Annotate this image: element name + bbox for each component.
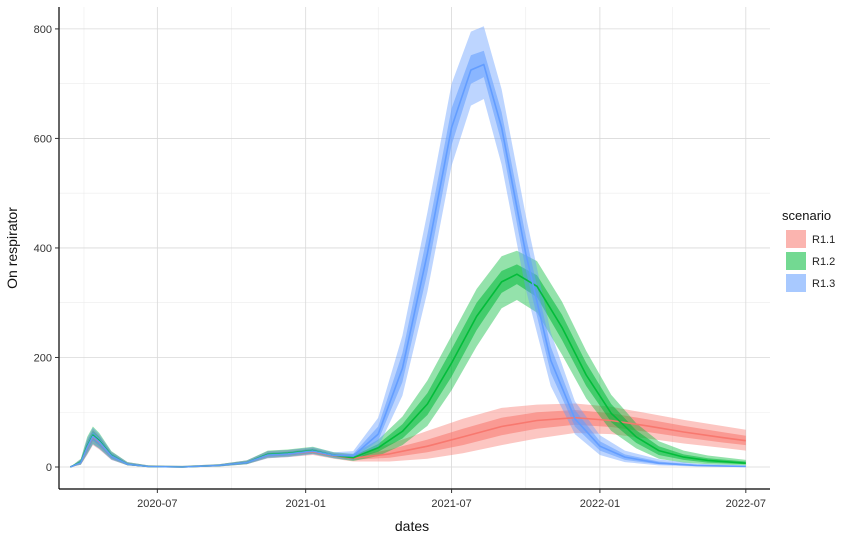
x-tick-label: 2021-01 xyxy=(285,498,325,510)
x-tick-label: 2020-07 xyxy=(137,498,177,510)
x-axis-title: dates xyxy=(395,518,429,534)
legend: scenario R1.1 R1.2 R1.3 xyxy=(782,208,835,292)
x-tick-label: 2022-01 xyxy=(580,498,620,510)
y-tick-label: 400 xyxy=(34,243,52,255)
legend-label-r1-1: R1.1 xyxy=(812,234,835,246)
y-tick-label: 200 xyxy=(34,352,52,364)
band-inner-r1-2 xyxy=(70,264,746,467)
y-tick-label: 800 xyxy=(34,24,52,36)
legend-swatch-r1-1 xyxy=(786,230,806,248)
legend-label-r1-3: R1.3 xyxy=(812,278,835,290)
y-tick-label: 0 xyxy=(46,462,52,474)
grid-lines xyxy=(59,7,770,489)
uncertainty-bands xyxy=(70,26,746,468)
median-line-r1-3 xyxy=(69,63,746,468)
legend-swatch-r1-3 xyxy=(786,274,806,292)
median-lines xyxy=(69,63,746,468)
legend-title: scenario xyxy=(782,208,831,223)
tick-labels: 0 200 400 600 800 2020-07 2021-01 2021-07 2022-0… xyxy=(34,24,766,510)
legend-label-r1-2: R1.2 xyxy=(812,256,835,268)
legend-swatch-r1-2 xyxy=(786,252,806,270)
y-tick-label: 600 xyxy=(34,133,52,145)
x-tick-label: 2021-07 xyxy=(431,498,471,510)
x-tick-label: 2022-07 xyxy=(726,498,766,510)
y-axis-title: On respirator xyxy=(4,207,20,289)
legend-items: R1.1 R1.2 R1.3 xyxy=(786,230,835,292)
